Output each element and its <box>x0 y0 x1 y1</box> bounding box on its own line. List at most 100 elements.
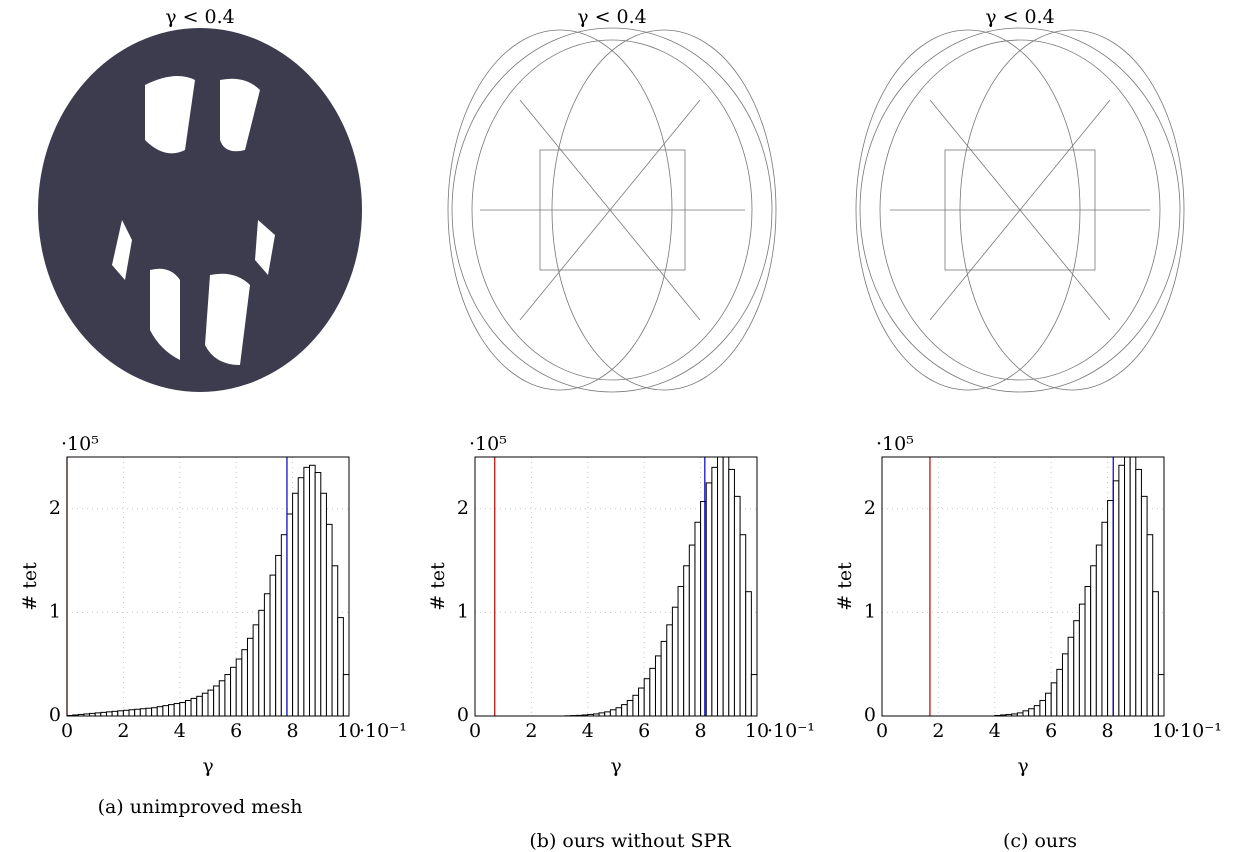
x-tick-label: 2 <box>117 720 129 742</box>
bar <box>667 625 673 716</box>
x-scale-label: ·10⁻¹ <box>767 720 815 742</box>
bar <box>219 681 225 716</box>
x-tick-label: 10 <box>337 720 361 742</box>
bar <box>1074 621 1080 716</box>
bar <box>1125 457 1131 716</box>
bar <box>1023 711 1029 716</box>
bar <box>622 705 628 716</box>
bar <box>605 712 611 716</box>
x-tick-label: 4 <box>989 720 1001 742</box>
bar <box>157 707 163 716</box>
bar <box>1119 465 1125 716</box>
bar <box>740 535 746 716</box>
bar <box>169 705 175 716</box>
bar <box>253 625 259 716</box>
bar <box>281 535 287 716</box>
bar <box>208 690 214 716</box>
bar <box>1068 637 1074 716</box>
bar <box>332 566 338 716</box>
bar <box>259 610 265 716</box>
x-tick-label: 8 <box>695 720 707 742</box>
bar <box>633 695 639 716</box>
bar <box>684 566 690 716</box>
bar <box>1091 566 1097 716</box>
bar <box>1158 675 1164 716</box>
y-axis-label: # tet <box>19 562 41 611</box>
x-axis-label: γ <box>1017 755 1028 777</box>
bar <box>146 708 152 716</box>
x-tick-label: 4 <box>582 720 594 742</box>
bar <box>338 618 344 716</box>
bar <box>185 700 191 716</box>
bar <box>264 594 270 716</box>
x-tick-label: 2 <box>525 720 537 742</box>
bar <box>610 710 616 716</box>
bar <box>650 668 656 716</box>
bar <box>129 710 135 716</box>
bar <box>1130 457 1136 716</box>
bar <box>639 688 645 716</box>
caption: (c) ours <box>1003 830 1077 852</box>
bar <box>1079 604 1085 716</box>
bar <box>293 493 299 716</box>
figure: γ < 0.4 γ < 0.4 γ < 0.4 (a) unimproved m… <box>0 0 1243 852</box>
y-tick-label: 1 <box>49 600 61 622</box>
x-tick-label: 8 <box>1102 720 1114 742</box>
bar <box>321 493 327 716</box>
bar <box>326 524 332 716</box>
mesh-image <box>856 28 1184 392</box>
bar <box>1034 706 1040 716</box>
bar <box>310 465 316 716</box>
bar <box>123 710 129 716</box>
y-tick-label: 1 <box>864 600 876 622</box>
bar <box>202 693 208 716</box>
mesh-image <box>448 28 776 392</box>
bar <box>112 711 118 716</box>
x-tick-label: 0 <box>61 720 73 742</box>
bar <box>287 514 293 716</box>
x-tick-label: 0 <box>469 720 481 742</box>
bar <box>712 467 718 716</box>
x-tick-label: 6 <box>230 720 242 742</box>
y-axis-label: # tet <box>427 562 449 611</box>
bar <box>304 467 310 716</box>
bar <box>1029 709 1035 716</box>
bar <box>343 675 349 716</box>
y-tick-label: 0 <box>864 704 876 726</box>
bar <box>678 587 684 717</box>
bar <box>1113 481 1119 716</box>
bar <box>191 698 197 716</box>
bar <box>135 709 141 716</box>
bar <box>1136 469 1142 716</box>
bar <box>315 473 321 716</box>
image-title: γ < 0.4 <box>985 6 1055 28</box>
bar <box>180 703 186 716</box>
bar <box>672 607 678 716</box>
bar <box>276 555 282 716</box>
bar <box>718 457 724 716</box>
x-tick-label: 6 <box>638 720 650 742</box>
bar <box>236 659 242 716</box>
bar <box>1147 535 1153 716</box>
bar <box>1062 654 1068 716</box>
bar <box>270 575 276 716</box>
bar <box>734 496 740 716</box>
bar <box>1046 693 1052 716</box>
bar <box>1057 669 1063 716</box>
bar <box>1040 700 1046 716</box>
bar <box>152 708 158 716</box>
y-tick-label: 2 <box>49 497 61 519</box>
image-title: γ < 0.4 <box>577 6 647 28</box>
y-scale-label: ·10⁵ <box>469 433 507 455</box>
x-tick-label: 2 <box>932 720 944 742</box>
bar <box>616 708 622 716</box>
x-scale-label: ·10⁻¹ <box>359 720 407 742</box>
bar <box>689 545 695 716</box>
y-tick-label: 1 <box>457 600 469 622</box>
y-axis-label: # tet <box>834 562 856 611</box>
y-scale-label: ·10⁵ <box>61 433 99 455</box>
bar <box>1102 522 1108 716</box>
bar <box>197 696 203 716</box>
bar <box>1096 545 1102 716</box>
caption: (a) unimproved mesh <box>98 796 303 818</box>
